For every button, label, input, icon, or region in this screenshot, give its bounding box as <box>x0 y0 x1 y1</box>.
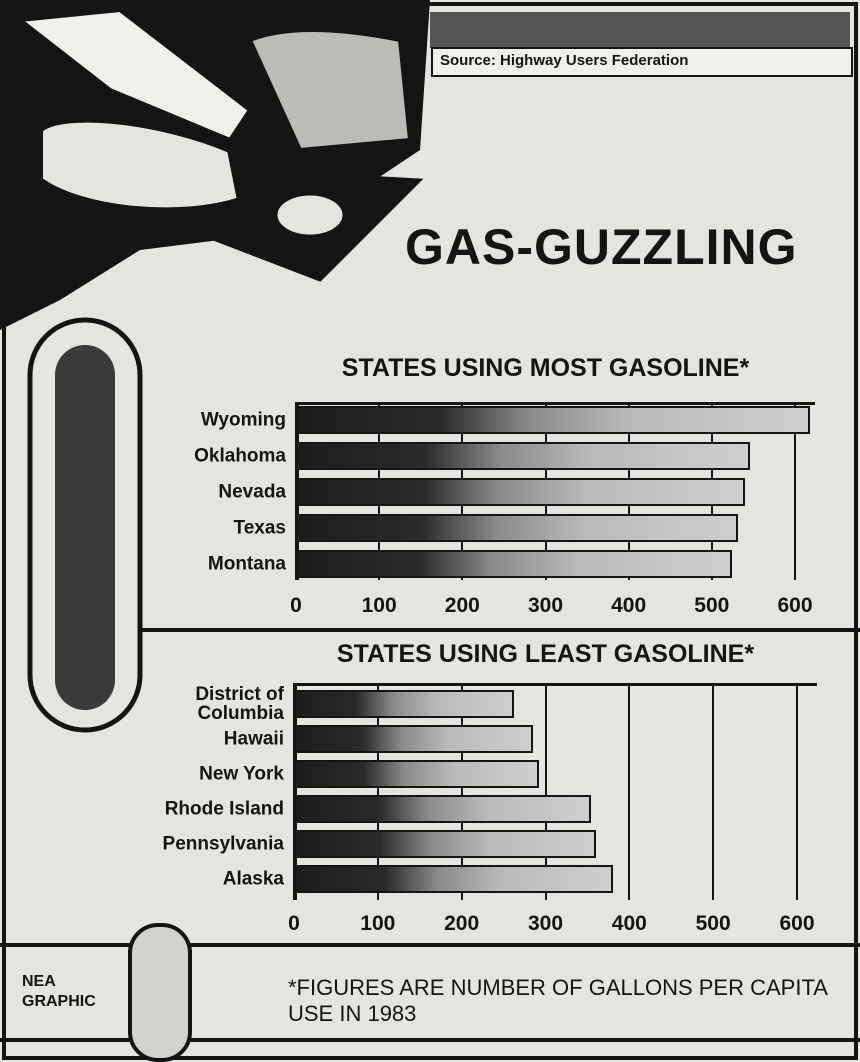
x-tick-label: 400 <box>612 912 647 936</box>
credit: NEA GRAPHIC <box>22 972 122 1012</box>
bar <box>294 725 533 753</box>
y-tick-label: District of Columbia <box>154 685 284 723</box>
y-tick-label: New York <box>154 765 284 784</box>
bar <box>296 514 738 542</box>
y-tick-label: Hawaii <box>154 730 284 749</box>
footnote: *FIGURES ARE NUMBER OF GALLONS PER CAPIT… <box>288 975 828 1027</box>
source-bar <box>430 12 850 48</box>
page: Source: Highway Users Federation GAS-GUZ… <box>0 0 860 1062</box>
chart-title: STATES USING LEAST GASOLINE* <box>337 640 754 669</box>
y-tick-label: Alaska <box>154 870 284 889</box>
grid-line <box>796 683 798 900</box>
hose-clamp <box>130 925 190 1060</box>
y-tick-label: Rhode Island <box>154 800 284 819</box>
x-tick-label: 500 <box>696 912 731 936</box>
y-tick-label: Montana <box>156 555 286 574</box>
grid-line <box>712 683 714 900</box>
grid-line <box>628 683 630 900</box>
sight-glass-inner <box>55 345 115 710</box>
x-tick-label: 600 <box>777 594 812 618</box>
x-tick-label: 200 <box>445 594 480 618</box>
infographic: Source: Highway Users Federation GAS-GUZ… <box>0 0 860 1062</box>
chart-title: STATES USING MOST GASOLINE* <box>342 354 749 383</box>
source: Source: Highway Users Federation <box>440 52 688 69</box>
filler-hole <box>275 193 345 237</box>
bar <box>296 550 732 578</box>
x-tick-label: 600 <box>779 912 814 936</box>
bar <box>296 406 810 434</box>
x-tick-label: 0 <box>290 594 302 618</box>
bar <box>294 865 613 893</box>
bar <box>294 760 539 788</box>
x-tick-label: 0 <box>288 912 300 936</box>
y-tick-label: Texas <box>156 519 286 538</box>
bar <box>294 690 514 718</box>
x-tick-label: 100 <box>360 912 395 936</box>
x-tick-label: 200 <box>444 912 479 936</box>
x-tick-label: 100 <box>362 594 397 618</box>
bar <box>294 795 591 823</box>
y-tick-label: Wyoming <box>156 411 286 430</box>
y-tick-label: Nevada <box>156 483 286 502</box>
y-tick-label: Pennsylvania <box>154 835 284 854</box>
x-tick-label: 500 <box>694 594 729 618</box>
x-tick-label: 300 <box>528 912 563 936</box>
x-tick-label: 300 <box>528 594 563 618</box>
main-title: GAS-GUZZLING <box>405 218 798 276</box>
bar <box>296 478 745 506</box>
bar <box>296 442 750 470</box>
bar <box>294 830 596 858</box>
y-tick-label: Oklahoma <box>156 447 286 466</box>
x-tick-label: 400 <box>611 594 646 618</box>
